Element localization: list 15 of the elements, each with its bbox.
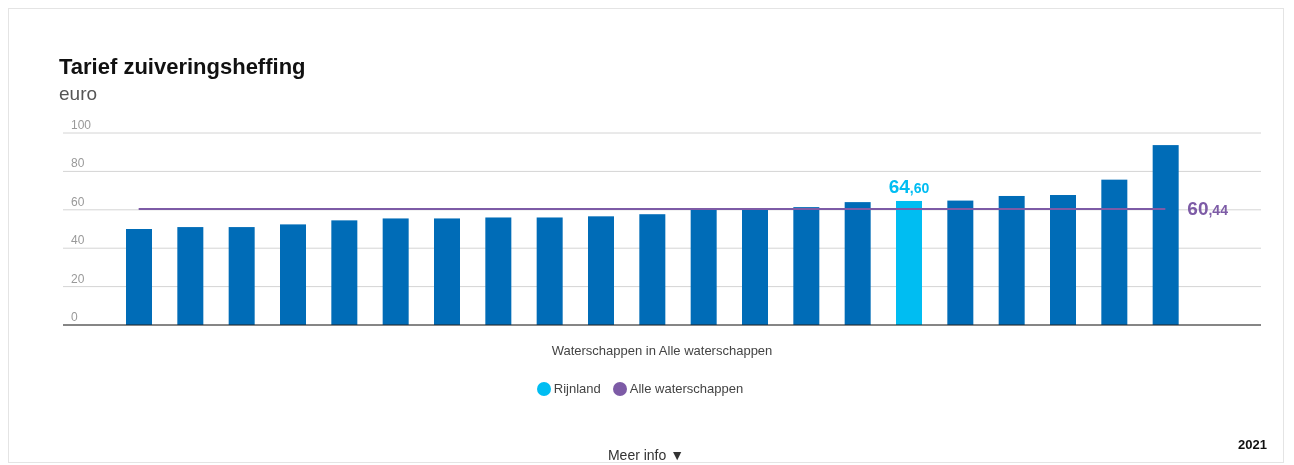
y-tick-label: 60 xyxy=(71,194,85,209)
legend-label: Alle waterschappen xyxy=(628,381,744,396)
x-axis-title: Waterschappen in Alle waterschappen xyxy=(551,343,773,358)
data-label: 60,44 xyxy=(1187,197,1229,219)
y-tick-label: 80 xyxy=(71,156,85,171)
data-label: 64,60 xyxy=(888,175,930,197)
y-tick-label: 0 xyxy=(71,310,78,324)
y-tick-label: 40 xyxy=(71,233,85,248)
chart-title: Tarief zuiveringsheffing xyxy=(59,54,306,80)
y-tick-label: 100 xyxy=(71,118,92,132)
chart-subtitle: euro xyxy=(59,83,98,105)
legend-label: Rijnland xyxy=(552,381,601,396)
text: 2021 xyxy=(1238,437,1267,452)
y-tick-label: 20 xyxy=(71,271,85,286)
text: Meer info ▼ xyxy=(607,447,685,463)
